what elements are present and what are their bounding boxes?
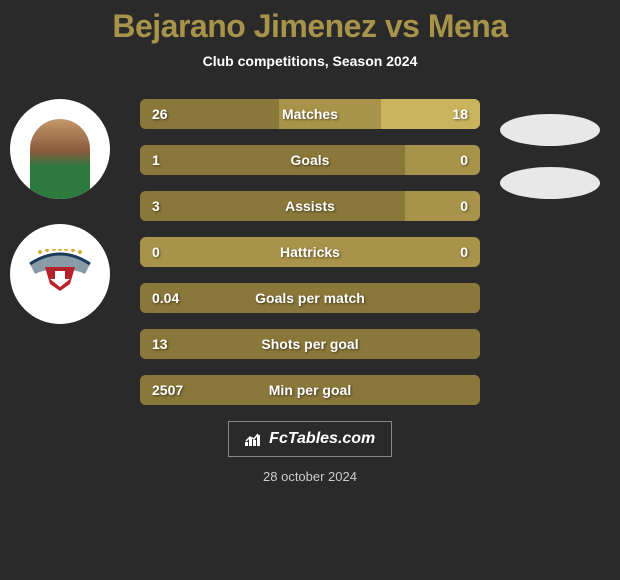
brand-box[interactable]: FcTables.com [228, 421, 393, 457]
brand-label: FcTables.com [269, 430, 375, 447]
stat-label: Goals per match [140, 283, 480, 313]
stat-row: 26Matches18 [140, 99, 480, 129]
stat-label: Min per goal [140, 375, 480, 405]
club-badge-container [10, 224, 110, 324]
stat-value-right: 0 [460, 191, 468, 221]
stat-row: 13Shots per goal [140, 329, 480, 359]
stats-table: 26Matches181Goals03Assists00Hattricks00.… [140, 99, 480, 405]
stat-row: 0Hattricks0 [140, 237, 480, 267]
stat-value-right: 18 [452, 99, 468, 129]
stat-row: 3Assists0 [140, 191, 480, 221]
season-subtitle: Club competitions, Season 2024 [0, 53, 620, 69]
stat-label: Assists [140, 191, 480, 221]
player-photo-placeholder [30, 119, 90, 199]
empty-club-placeholder [500, 167, 600, 199]
comparison-title: Bejarano Jimenez vs Mena [0, 8, 620, 45]
stat-value-right: 0 [460, 145, 468, 175]
stat-label: Goals [140, 145, 480, 175]
club-badge-icon [25, 249, 95, 299]
player-avatar [10, 99, 110, 199]
chart-icon [245, 430, 261, 446]
stat-value-right: 0 [460, 237, 468, 267]
stat-row: 2507Min per goal [140, 375, 480, 405]
stat-row: 0.04Goals per match [140, 283, 480, 313]
player-left-column [10, 99, 110, 349]
player-right-column [500, 114, 600, 220]
stat-row: 1Goals0 [140, 145, 480, 175]
stat-label: Matches [140, 99, 480, 129]
date-label: 28 october 2024 [0, 469, 620, 484]
empty-player-placeholder [500, 114, 600, 146]
stat-label: Hattricks [140, 237, 480, 267]
stat-label: Shots per goal [140, 329, 480, 359]
